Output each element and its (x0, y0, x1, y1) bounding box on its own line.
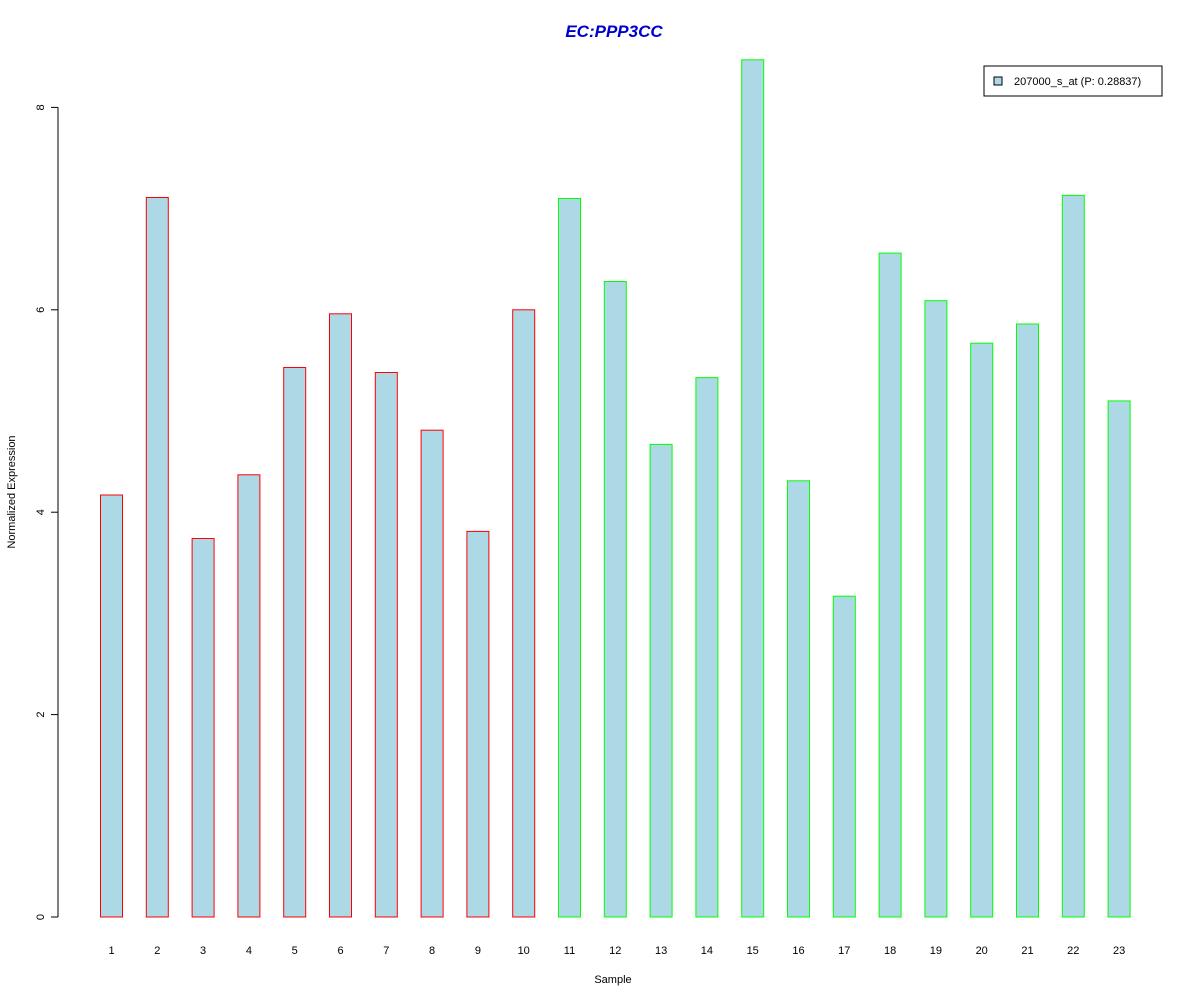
bar-sample-15 (742, 60, 764, 917)
chart-title: EC:PPP3CC (565, 22, 663, 41)
y-tick-label: 6 (35, 307, 47, 313)
x-tick-label: 14 (701, 945, 713, 957)
x-tick-label: 13 (655, 945, 667, 957)
bar-sample-19 (925, 301, 947, 917)
y-tick-label: 8 (35, 104, 47, 110)
x-tick-label: 11 (564, 945, 575, 957)
legend-swatch (994, 77, 1002, 85)
bar-sample-18 (879, 253, 901, 917)
x-tick-label: 18 (884, 945, 896, 957)
x-tick-label: 7 (383, 945, 389, 957)
x-tick-label: 23 (1113, 945, 1125, 957)
x-tick-label: 4 (246, 945, 252, 957)
x-tick-label: 19 (930, 945, 942, 957)
x-tick-label: 6 (337, 945, 343, 957)
bar-sample-7 (375, 373, 397, 918)
bar-sample-1 (101, 495, 123, 917)
bar-sample-16 (788, 481, 810, 917)
bar-sample-20 (971, 343, 993, 917)
bar-sample-11 (559, 199, 581, 918)
x-tick-label: 12 (609, 945, 621, 957)
x-tick-label: 5 (292, 945, 298, 957)
x-tick-label: 21 (1021, 945, 1033, 957)
x-tick-label: 20 (976, 945, 988, 957)
bar-sample-22 (1062, 195, 1084, 917)
bar-sample-21 (1017, 324, 1039, 917)
bar-sample-23 (1108, 401, 1130, 917)
x-tick-label: 17 (838, 945, 850, 957)
x-tick-label: 1 (108, 945, 114, 957)
x-tick-label: 15 (747, 945, 759, 957)
bar-sample-6 (330, 314, 352, 917)
bar-sample-17 (833, 596, 855, 917)
legend: 207000_s_at (P: 0.28837) (984, 66, 1162, 96)
x-tick-label: 9 (475, 945, 481, 957)
x-tick-label: 3 (200, 945, 206, 957)
bar-sample-12 (604, 282, 626, 918)
bars (101, 60, 1131, 917)
x-tick-label: 8 (429, 945, 435, 957)
x-tick-label: 10 (518, 945, 530, 957)
bar-sample-8 (421, 430, 443, 917)
legend-series-label: 207000_s_at (P: 0.28837) (1014, 76, 1141, 88)
bar-sample-2 (146, 198, 168, 918)
bar-sample-13 (650, 444, 672, 917)
y-tick-label: 2 (35, 712, 47, 718)
x-tick-label: 16 (792, 945, 804, 957)
bar-sample-4 (238, 475, 260, 917)
x-axis-label: Sample (594, 974, 631, 986)
y-tick-label: 4 (35, 509, 47, 515)
x-tick-labels: 1 2 3 4 5 6 7 8 9 10 11 12 13 14 15 16 17 18 19 20 21 22 23 (108, 945, 1125, 957)
x-tick-label: 2 (154, 945, 160, 957)
x-tick-label: 22 (1067, 945, 1079, 957)
y-tick-label: 0 (35, 914, 47, 920)
bar-sample-10 (513, 310, 535, 917)
bar-sample-3 (192, 539, 214, 918)
y-axis: 0 2 4 6 8 (35, 104, 58, 920)
y-axis-label: Normalized Expression (6, 435, 18, 548)
bar-sample-5 (284, 368, 306, 918)
bar-sample-9 (467, 531, 489, 917)
bar-sample-14 (696, 378, 718, 917)
